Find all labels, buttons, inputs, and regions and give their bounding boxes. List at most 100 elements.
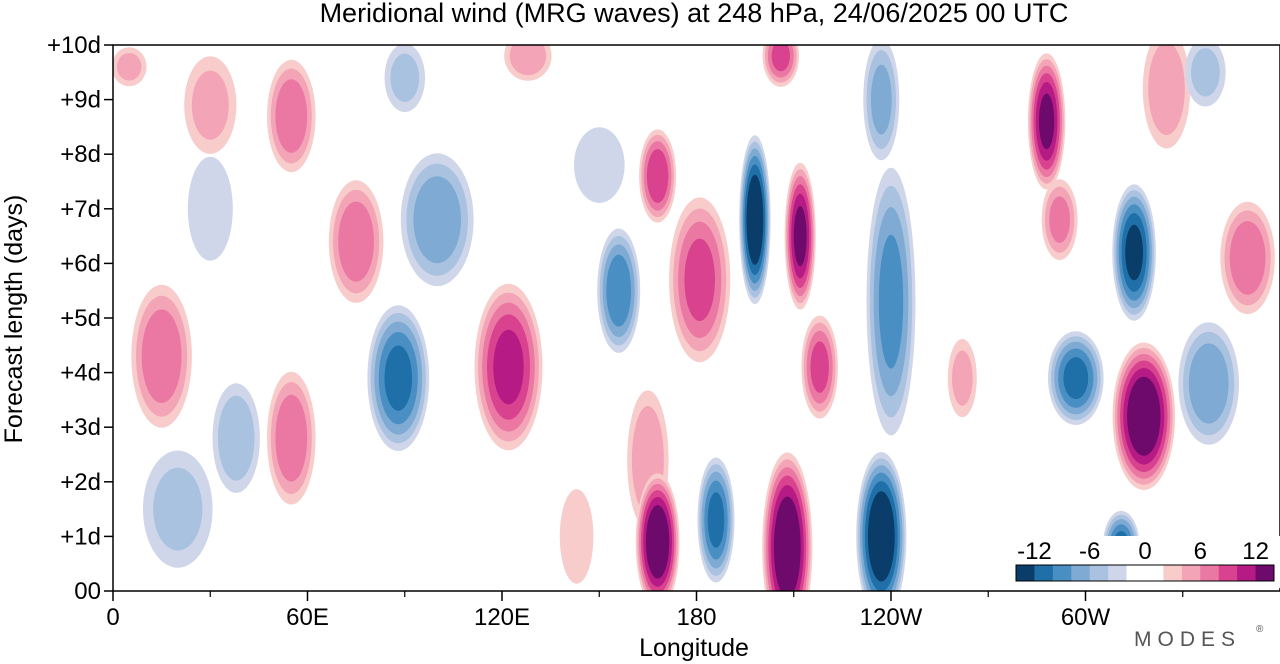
- wind-anomaly: [639, 129, 677, 223]
- contour-band: [870, 64, 892, 135]
- wind-anomaly: [559, 489, 594, 584]
- contour-band: [1049, 196, 1070, 243]
- colorbar-swatch: [1108, 565, 1128, 581]
- wind-anomaly: [474, 283, 543, 451]
- contour-band: [559, 489, 594, 584]
- wind-anomaly: [504, 45, 552, 81]
- colorbar-swatch: [1034, 565, 1054, 581]
- y-tick-label: +2d: [60, 469, 101, 496]
- wind-anomaly: [635, 473, 680, 591]
- wind-anomaly: [143, 450, 213, 568]
- contour-band: [509, 45, 547, 76]
- colorbar: -12 -6 0 6 12: [1010, 536, 1280, 588]
- contour-band: [606, 254, 632, 327]
- contour-band: [413, 176, 462, 264]
- wind-anomaly: [597, 228, 641, 353]
- wind-anomaly: [212, 383, 260, 493]
- contour-band: [1132, 388, 1156, 445]
- contour-band: [141, 309, 182, 404]
- colorbar-swatch: [1255, 565, 1275, 581]
- contour-band: [1148, 45, 1185, 135]
- contour-band: [1229, 221, 1266, 295]
- x-tick-label: 180: [676, 604, 716, 631]
- brand-logo: MODES: [1134, 628, 1241, 651]
- wind-anomaly: [384, 45, 426, 112]
- contour-band: [153, 467, 203, 551]
- colorbar-tick-label: 12: [1242, 538, 1269, 565]
- colorbar-swatch: [1200, 565, 1220, 581]
- wind-anomaly: [1112, 184, 1156, 321]
- colorbar-swatch: [1163, 565, 1183, 581]
- contour-band: [749, 187, 761, 252]
- brand-registered-mark: ®: [1256, 624, 1264, 635]
- wind-anomaly: [1027, 53, 1066, 190]
- wind-anomaly: [1220, 201, 1275, 315]
- x-axis: 0 60E 120E 180 120W 60W: [106, 591, 1184, 631]
- wind-anomaly: [784, 162, 816, 310]
- contour-band: [646, 149, 669, 203]
- contour-band: [1063, 357, 1089, 400]
- colorbar-tick-label: 0: [1138, 538, 1151, 565]
- wind-anomaly: [367, 305, 430, 451]
- contour-band: [493, 329, 524, 405]
- contour-band: [191, 70, 229, 140]
- wind-anomaly: [762, 45, 800, 87]
- wind-anomaly: [1142, 45, 1191, 149]
- colorbar-swatch: [1071, 565, 1091, 581]
- colorbar-swatch: [1089, 565, 1109, 581]
- contour-band: [116, 53, 142, 81]
- y-tick-label: +6d: [60, 250, 101, 277]
- y-tick-label: +3d: [60, 414, 101, 441]
- colorbar-tick-label: 6: [1194, 538, 1207, 565]
- x-tick-label: 0: [106, 604, 119, 631]
- colorbar-swatch: [1126, 565, 1164, 581]
- contour-band: [952, 350, 973, 406]
- contour-band: [777, 511, 797, 584]
- wind-anomaly: [574, 127, 625, 203]
- wind-anomaly: [697, 457, 735, 583]
- wind-anomaly: [762, 452, 813, 591]
- contour-band: [275, 79, 308, 153]
- contour-band: [1125, 224, 1143, 281]
- y-tick-label: +7d: [60, 196, 101, 223]
- wind-anomaly: [801, 315, 838, 419]
- colorbar-swatch: [1016, 565, 1035, 581]
- y-axis: 00 +1d +2d +3d +4d +5d +6d +7d +8d +9d +10d: [47, 32, 113, 605]
- contour-band: [187, 156, 233, 261]
- contour-band: [684, 238, 715, 321]
- chart-title: Meridional wind (MRG waves) at 248 hPa, …: [320, 0, 1069, 28]
- contour-band: [649, 516, 666, 568]
- wind-anomaly: [1041, 179, 1078, 261]
- wind-anomaly: [947, 339, 977, 418]
- colorbar-swatch: [1052, 565, 1072, 581]
- contour-band: [871, 504, 891, 569]
- wind-anomaly: [328, 180, 384, 303]
- wind-anomaly: [113, 47, 147, 87]
- wind-anomaly: [856, 452, 907, 591]
- contour-band: [1188, 343, 1229, 424]
- wind-field: [113, 45, 1275, 591]
- contour-band: [1039, 93, 1055, 150]
- contour-band: [878, 234, 904, 369]
- wind-anomaly: [267, 59, 316, 173]
- y-tick-label: +5d: [60, 305, 101, 332]
- contour-band: [390, 53, 420, 102]
- wind-anomaly: [1048, 331, 1104, 425]
- wind-anomaly: [739, 135, 771, 305]
- colorbar-tick-label: -6: [1079, 538, 1100, 565]
- contour-band: [275, 394, 308, 482]
- contour-band: [217, 395, 255, 481]
- y-tick-label: +8d: [60, 141, 101, 168]
- colorbar-swatch: [1218, 565, 1238, 581]
- wind-anomaly: [1112, 342, 1176, 491]
- wind-anomaly: [866, 167, 916, 436]
- y-tick-label: +1d: [60, 523, 101, 550]
- x-tick-label: 120E: [474, 604, 530, 631]
- contour-band: [810, 341, 829, 393]
- colorbar-swatch: [1237, 565, 1257, 581]
- y-tick-label: +10d: [47, 32, 101, 59]
- contour-band: [707, 492, 725, 548]
- contour-band: [1191, 48, 1220, 97]
- wind-anomaly: [184, 56, 237, 154]
